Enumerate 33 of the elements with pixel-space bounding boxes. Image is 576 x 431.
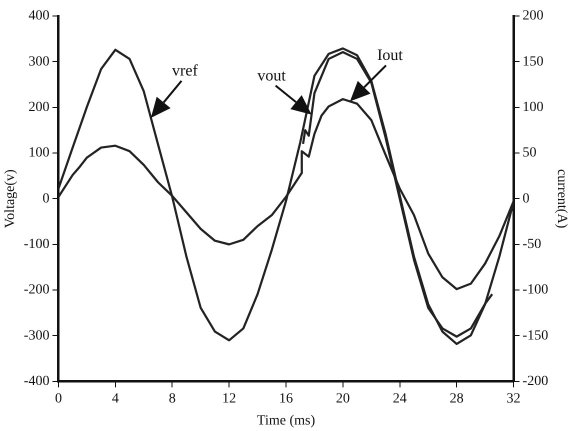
y2-tick-label: 100 xyxy=(522,100,544,116)
x-tick-label: 16 xyxy=(279,391,293,406)
x-tick-label: 20 xyxy=(336,391,350,406)
y-tick-label: -400 xyxy=(24,374,50,390)
x-tick-label: 32 xyxy=(506,391,521,406)
y2-tick-label: 50 xyxy=(522,146,537,161)
x-tick-label: 8 xyxy=(168,391,176,406)
annotation: Iout xyxy=(377,47,404,64)
annotation: vout xyxy=(257,67,286,84)
x-axis-title: Time (ms) xyxy=(256,413,316,428)
x-tick-label: 24 xyxy=(392,391,407,406)
y-tick-label: 100 xyxy=(28,146,50,161)
y-tick-label: -300 xyxy=(24,328,50,344)
y2-tick-label: -150 xyxy=(522,328,548,344)
y-tick-label: 400 xyxy=(28,8,50,24)
y-tick-label: 0 xyxy=(42,191,50,206)
x-tick-label: 28 xyxy=(450,391,464,406)
x-tick-label: 12 xyxy=(222,391,236,406)
y2-tick-label: 150 xyxy=(522,54,544,70)
y2-tick-label: 200 xyxy=(522,8,544,24)
y2-tick-label: -50 xyxy=(522,237,542,252)
y-tick-label: -100 xyxy=(24,237,50,252)
x-tick-label: 0 xyxy=(54,391,62,406)
y2-axis-title: current(A) xyxy=(554,169,569,229)
y2-tick-label: -200 xyxy=(522,374,548,390)
annotation: vref xyxy=(172,62,198,80)
x-tick-label: 4 xyxy=(112,391,119,406)
y2-tick-label: 0 xyxy=(522,191,530,206)
y-axis-title: Voltage(v) xyxy=(3,168,18,228)
y-tick-label: 300 xyxy=(28,54,50,70)
y-tick-label: 200 xyxy=(28,100,50,116)
y-tick-label: -200 xyxy=(24,282,50,298)
y2-tick-label: -100 xyxy=(522,282,548,298)
